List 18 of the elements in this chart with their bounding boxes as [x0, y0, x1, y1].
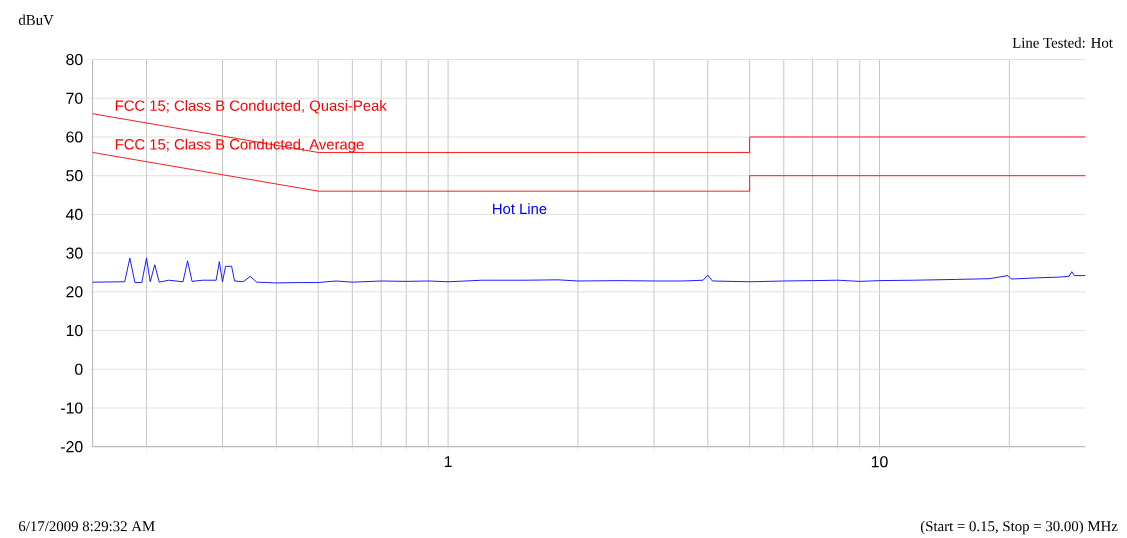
y-axis-title: dBuV — [18, 14, 54, 26]
y-tick-label: 70 — [66, 92, 83, 104]
text: 6/17/2009 8:29:32 AM — [19, 521, 155, 532]
y-tick-label: -10 — [61, 402, 83, 414]
y-tick-label: 10 — [66, 324, 83, 337]
y-tick-label: 30 — [66, 247, 83, 259]
y-tick-label: 0 — [75, 363, 83, 375]
series-label: FCC 15; Class B Conducted, Quasi-Peak — [115, 100, 387, 114]
y-tick-label: 50 — [66, 170, 83, 182]
y-tick-label: 40 — [65, 208, 83, 220]
y-tick-label: 60 — [66, 131, 83, 143]
text: (Start = 0.15, Stop = 30.00) MHz — [920, 520, 1118, 535]
y-tick-label: 80 — [66, 53, 83, 66]
text: Line Tested: Hot — [1012, 37, 1113, 48]
y-tick-label: 20 — [66, 286, 83, 298]
text: Hot Line — [493, 203, 547, 215]
x-tick-label: 1 — [444, 456, 452, 468]
y-tick-label: -20 — [61, 441, 83, 453]
